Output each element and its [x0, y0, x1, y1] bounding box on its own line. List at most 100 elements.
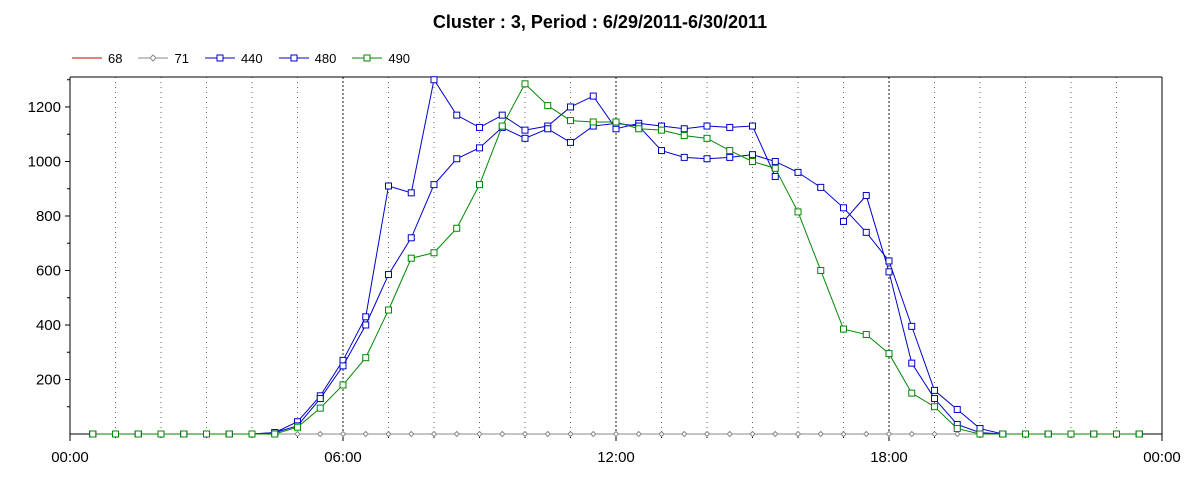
x-tick-label: 12:00: [597, 449, 635, 466]
series-490-point: [567, 117, 574, 125]
series-480-point: [453, 155, 461, 163]
series-440-point: [862, 192, 870, 200]
series-490-point: [862, 331, 870, 339]
legend-swatch-68: [72, 57, 102, 59]
legend-swatch-490: [352, 54, 383, 62]
series-490-point: [885, 350, 893, 358]
series-490-point: [1113, 430, 1120, 438]
x-tick-label: 06:00: [324, 449, 362, 466]
series-480-point: [885, 257, 893, 265]
series-490-point: [908, 389, 916, 397]
series-440-point: [908, 359, 916, 367]
series-440-point: [589, 92, 597, 100]
legend-item-480: 480: [277, 50, 337, 66]
series-490-point: [840, 325, 847, 333]
series-71-point: [703, 430, 711, 438]
y-tick-label: 600: [36, 262, 61, 279]
series-480-point: [544, 125, 552, 133]
series-490-point: [430, 249, 438, 257]
series-440-point: [567, 103, 574, 111]
series-71-point: [408, 430, 415, 438]
series-490-point: [157, 430, 165, 438]
series-490-point: [749, 157, 756, 165]
legend-item-490: 490: [350, 51, 410, 66]
series-71-point: [817, 430, 824, 438]
series-490-point: [476, 181, 483, 189]
series-440-point: [680, 125, 688, 133]
series-490-point: [658, 126, 665, 134]
series-480-point: [703, 155, 711, 163]
series-480-point: [931, 386, 938, 394]
legend-label-480: 480: [314, 50, 337, 66]
series-490-point: [453, 224, 461, 232]
chart-title: Cluster : 3, Period : 6/29/2011-6/30/201…: [432, 12, 768, 32]
series-440-point: [430, 76, 438, 84]
series-490-point: [726, 147, 734, 155]
y-tick-label: 400: [36, 317, 61, 334]
series-71-point: [430, 430, 438, 438]
series-440-point: [726, 123, 734, 131]
series-490-point: [180, 430, 188, 438]
series-71-point: [385, 430, 392, 438]
series-490-point: [635, 125, 643, 133]
series-480-point: [908, 322, 916, 330]
series-480-point: [680, 153, 688, 161]
series-490-point: [521, 80, 529, 88]
series-71-point: [681, 430, 688, 438]
series-490-point: [612, 118, 620, 126]
series-490-point: [316, 404, 324, 412]
series-490-point: [339, 381, 347, 389]
series-440-point: [521, 126, 529, 134]
legend-swatch-440: [204, 54, 235, 62]
series-71-point: [476, 430, 483, 438]
series-440-point: [385, 182, 392, 190]
series-480-point: [840, 204, 847, 212]
series-480-point: [726, 153, 734, 161]
series-71-point: [453, 430, 460, 438]
series-480-point: [339, 362, 347, 370]
series-440-point: [407, 189, 415, 197]
series-440-point: [840, 217, 847, 225]
series-71-point: [863, 430, 870, 438]
series-440-point: [749, 122, 756, 130]
series-71-point: [590, 430, 597, 438]
series-71-point: [294, 430, 301, 438]
series-490-point: [953, 425, 961, 433]
series-71-point: [931, 430, 938, 438]
series-71-point: [339, 430, 347, 438]
series-490-point: [976, 430, 984, 438]
series-490-point: [771, 164, 779, 172]
series-71-point: [635, 430, 642, 438]
series-71-point: [908, 430, 915, 438]
series-71-point: [794, 430, 802, 438]
x-tick-label: 18:00: [870, 449, 908, 466]
series-490-point: [89, 430, 97, 438]
series-480-point: [953, 405, 961, 413]
series-490-point: [1044, 430, 1052, 438]
series-71-point: [749, 430, 756, 438]
series-490-point: [112, 430, 119, 438]
series-490-point: [544, 102, 552, 110]
legend-label-71: 71: [174, 50, 189, 66]
series-480-point: [385, 271, 392, 279]
series-490-point: [271, 430, 279, 438]
series-480-point: [817, 183, 825, 191]
series-490-point: [680, 132, 688, 140]
series-440-point: [931, 395, 938, 403]
series-490-point: [294, 423, 301, 431]
series-440-point: [453, 111, 461, 119]
series-490-point: [225, 430, 233, 438]
legend-item-71: 71: [136, 50, 189, 66]
series-480-point: [362, 321, 370, 329]
series-440-point: [885, 268, 893, 276]
series-71-point: [840, 430, 847, 438]
series-490-point: [362, 354, 370, 362]
series-490-point: [794, 208, 802, 216]
series-480-point: [658, 147, 665, 155]
legend: 68 71 440 480 490: [70, 48, 424, 68]
y-tick-label: 200: [36, 371, 61, 388]
series-71-point: [317, 430, 324, 438]
series-490-point: [999, 430, 1007, 438]
series-490-point: [134, 430, 142, 438]
series-480-point: [567, 138, 574, 146]
